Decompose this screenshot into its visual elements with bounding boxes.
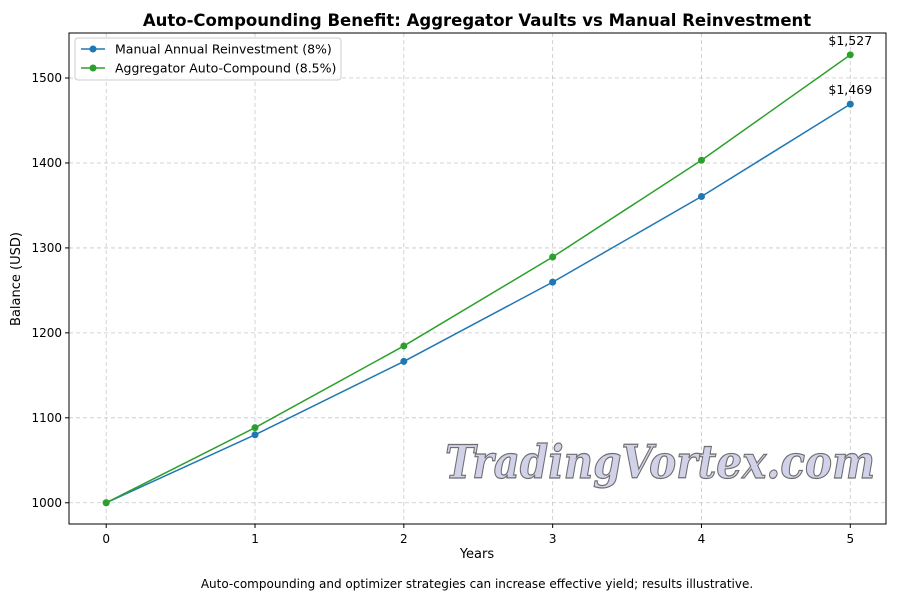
y-tick-label: 1000 (31, 496, 62, 510)
data-point (549, 278, 557, 286)
legend-swatch-marker (89, 45, 97, 53)
x-tick-label: 4 (698, 532, 706, 546)
data-point (400, 342, 408, 350)
x-tick-label: 5 (846, 532, 854, 546)
data-point (102, 499, 110, 507)
end-value-label: $1,527 (828, 33, 872, 48)
data-point (846, 51, 854, 59)
data-point (846, 100, 854, 108)
legend-label: Aggregator Auto-Compound (8.5%) (115, 61, 336, 76)
caption: Auto-compounding and optimizer strategie… (201, 577, 753, 591)
series-line-1 (105, 54, 851, 504)
watermark-logo: TradingVortex.com (445, 435, 875, 489)
y-tick-label: 1500 (31, 71, 62, 85)
end-value-label: $1,469 (828, 82, 872, 97)
y-axis-label: Balance (USD) (9, 232, 24, 326)
x-tick-label: 2 (400, 532, 408, 546)
y-tick-label: 1200 (31, 326, 62, 340)
y-tick-label: 1400 (31, 156, 62, 170)
x-tick-label: 0 (102, 532, 110, 546)
x-tick-label: 3 (549, 532, 557, 546)
data-point (697, 156, 705, 164)
x-tick-label: 1 (251, 532, 259, 546)
data-point (697, 193, 705, 201)
data-point (549, 253, 557, 261)
chart-title: Auto-Compounding Benefit: Aggregator Vau… (143, 11, 811, 30)
y-tick-label: 1300 (31, 241, 62, 255)
data-point (400, 357, 408, 365)
plot-frame (68, 32, 887, 525)
data-point (251, 431, 259, 439)
x-axis-label: Years (459, 547, 495, 562)
data-point (251, 424, 259, 432)
legend-swatch-marker (89, 64, 97, 72)
legend: Manual Annual Reinvestment (8%) Aggregato… (74, 37, 342, 81)
legend-label: Manual Annual Reinvestment (8%) (115, 42, 332, 57)
y-tick-label: 1100 (31, 411, 62, 425)
series-line-0 (105, 103, 851, 504)
